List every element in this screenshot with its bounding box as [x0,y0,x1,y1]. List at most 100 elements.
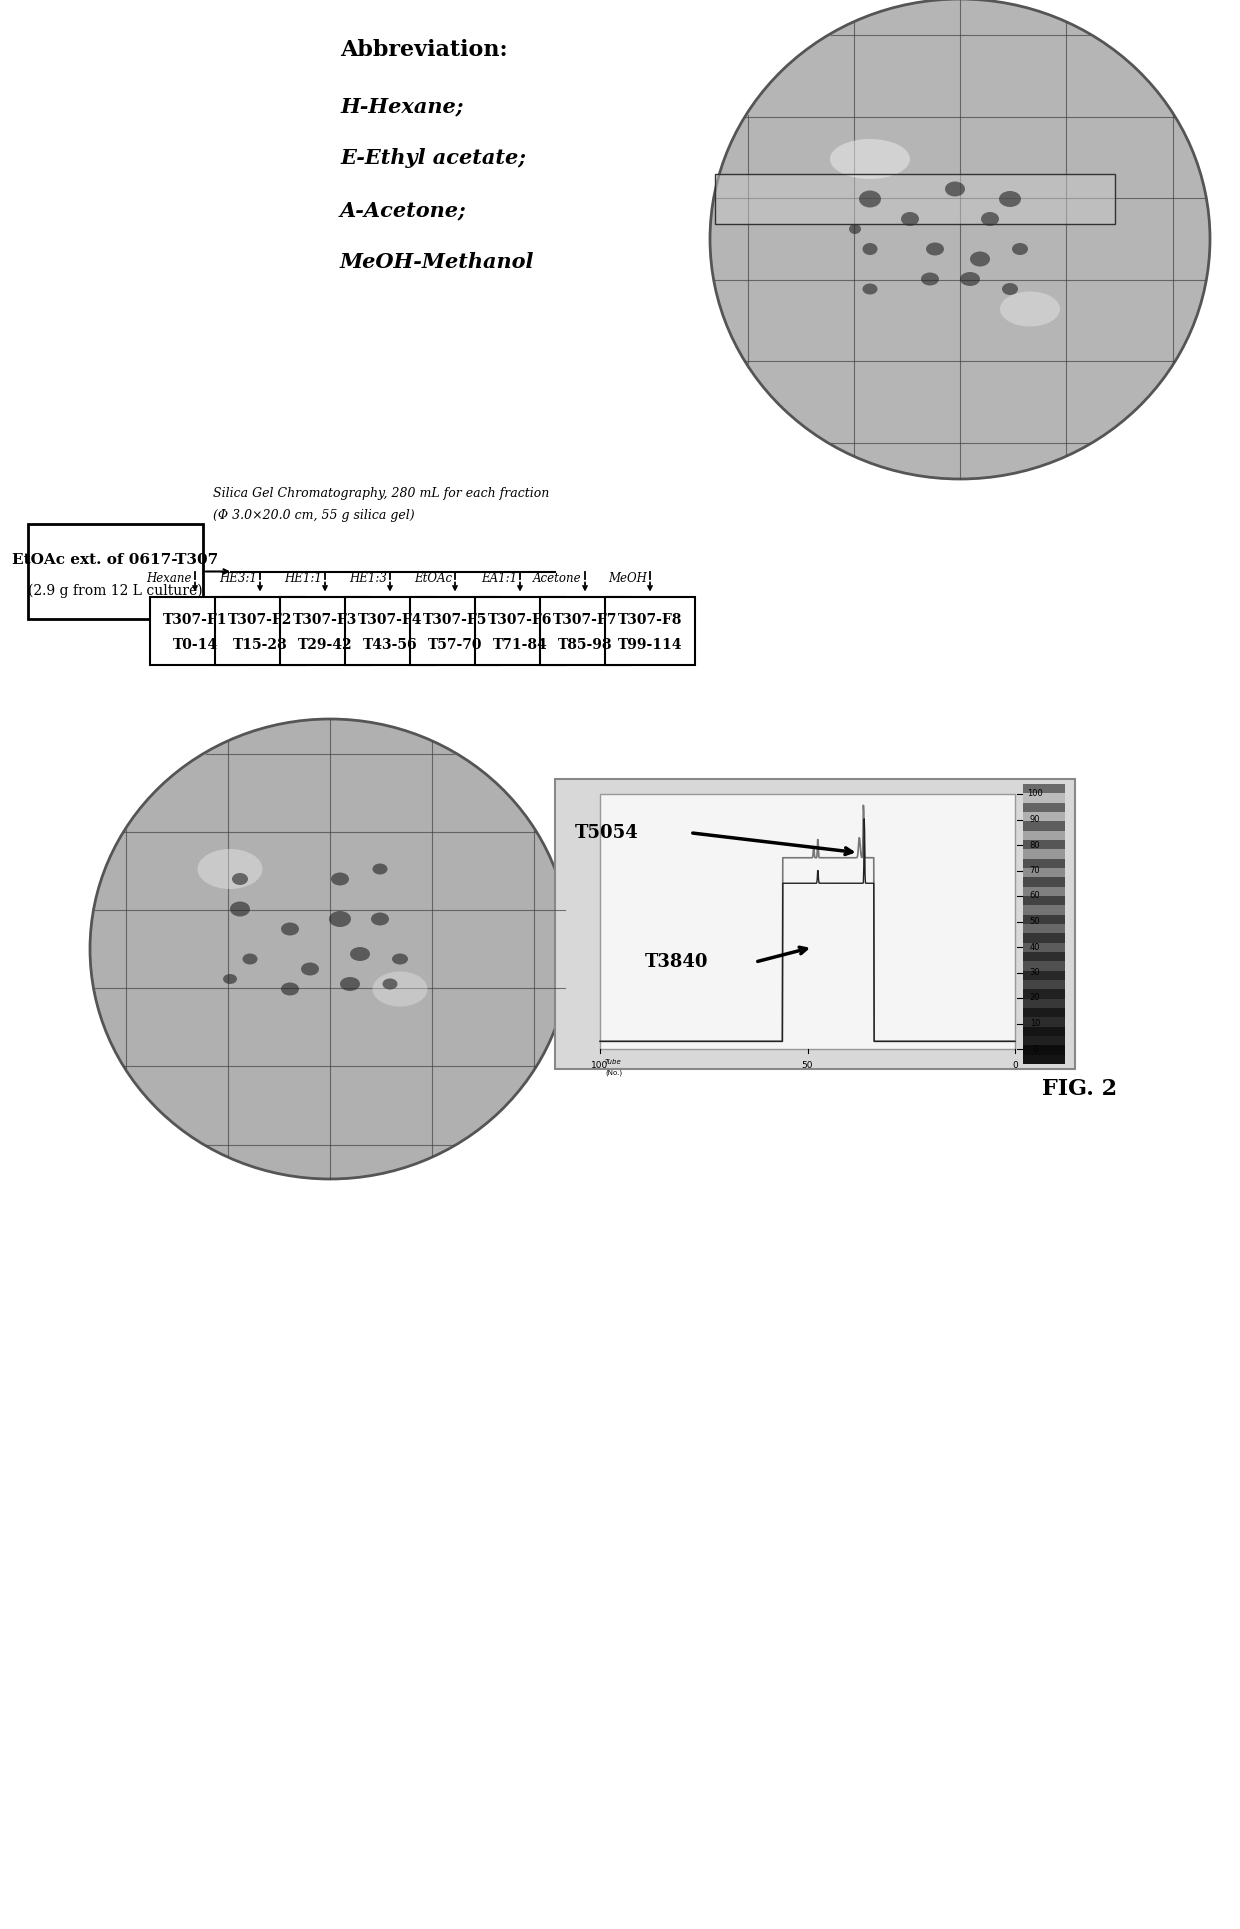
Ellipse shape [372,864,387,874]
Bar [605,596,694,664]
Ellipse shape [329,910,351,928]
Bar [1023,829,1065,839]
Ellipse shape [371,912,389,926]
Ellipse shape [197,849,263,889]
Bar [1023,878,1065,887]
Ellipse shape [382,978,398,990]
Ellipse shape [901,212,919,226]
Bar [1023,970,1065,980]
Ellipse shape [331,872,348,885]
Bar [1023,802,1065,812]
Ellipse shape [999,291,1060,326]
Bar [715,174,1115,224]
Ellipse shape [849,224,861,233]
Bar [1023,1026,1065,1036]
Text: T85-98: T85-98 [558,638,613,652]
Text: EA1:1: EA1:1 [481,571,517,584]
Text: (No.): (No.) [605,1069,622,1076]
Bar [1023,997,1065,1009]
Bar [1023,1007,1065,1017]
Bar [1023,1046,1065,1055]
Text: 100: 100 [591,1061,609,1071]
Text: Tube: Tube [605,1059,621,1065]
Text: A-Acetone;: A-Acetone; [340,201,466,220]
Text: T15-28: T15-28 [233,638,288,652]
Bar [1023,941,1065,953]
Text: 10: 10 [1029,1019,1040,1028]
Ellipse shape [921,272,939,285]
Bar [715,174,1115,224]
Text: T3840: T3840 [645,953,708,970]
Text: HE1:1: HE1:1 [284,571,322,584]
Ellipse shape [1002,284,1018,295]
Bar [1023,905,1065,914]
Bar [150,596,241,664]
Text: 40: 40 [1029,943,1040,951]
Text: 20 mL/tube, totally 114 tubes: 20 mL/tube, totally 114 tubes [303,648,491,660]
Ellipse shape [229,901,250,916]
Bar [1023,849,1065,858]
Text: HE1:3: HE1:3 [350,571,387,584]
Text: FIG. 2: FIG. 2 [1043,1078,1117,1100]
Bar [1023,1053,1065,1065]
Text: 30: 30 [1029,968,1040,976]
Ellipse shape [340,976,360,992]
Ellipse shape [232,874,248,885]
Ellipse shape [392,953,408,964]
Bar [600,795,1016,1049]
Text: T307-F3: T307-F3 [293,613,357,627]
Text: Silica Gel Chromatography, 280 mL for each fraction: Silica Gel Chromatography, 280 mL for ea… [213,488,549,500]
Text: 60: 60 [1029,891,1040,901]
Ellipse shape [1012,243,1028,255]
Bar [1023,793,1065,802]
Ellipse shape [863,243,878,255]
Bar [539,596,630,664]
Ellipse shape [711,0,1210,478]
Bar [1023,961,1065,970]
Ellipse shape [981,212,999,226]
Bar [556,779,1075,1069]
Text: EtOAc ext. of 0617-T307: EtOAc ext. of 0617-T307 [12,554,218,567]
Ellipse shape [970,251,990,266]
Bar [1023,858,1065,868]
Bar [1023,1017,1065,1026]
Text: T307-F4: T307-F4 [358,613,423,627]
Text: T29-42: T29-42 [298,638,352,652]
Ellipse shape [372,972,428,1007]
Bar [29,525,203,619]
Ellipse shape [830,139,910,179]
Text: T57-70: T57-70 [428,638,482,652]
Bar [1023,839,1065,849]
Ellipse shape [281,982,299,995]
Text: T307-F7: T307-F7 [553,613,618,627]
Text: Acetone: Acetone [533,571,582,584]
Bar [1023,783,1065,793]
Text: 20: 20 [1029,993,1040,1003]
Text: MeOH: MeOH [608,571,647,584]
Ellipse shape [859,191,880,208]
Text: 0: 0 [1012,1061,1018,1071]
Text: Hexane: Hexane [146,571,192,584]
Bar [1023,924,1065,934]
Bar [1023,934,1065,943]
Text: T307-F8: T307-F8 [618,613,682,627]
Ellipse shape [350,947,370,961]
Text: T99-114: T99-114 [618,638,682,652]
Text: E-Ethyl acetate;: E-Ethyl acetate; [340,149,526,168]
Ellipse shape [281,922,299,936]
Ellipse shape [243,953,258,964]
Bar [475,596,565,664]
Text: 70: 70 [1029,866,1040,876]
Text: T307-F2: T307-F2 [228,613,293,627]
Text: 100: 100 [1027,789,1043,799]
Text: T307-F5: T307-F5 [423,613,487,627]
Bar [410,596,500,664]
Ellipse shape [926,243,944,255]
Ellipse shape [960,272,980,285]
Text: (Φ 3.0×20.0 cm, 55 g silica gel): (Φ 3.0×20.0 cm, 55 g silica gel) [213,509,414,523]
Bar [1023,1036,1065,1046]
Text: (2.9 g from 12 L culture): (2.9 g from 12 L culture) [29,583,203,598]
Bar [1023,895,1065,905]
Text: T43-56: T43-56 [362,638,418,652]
Bar [215,596,305,664]
